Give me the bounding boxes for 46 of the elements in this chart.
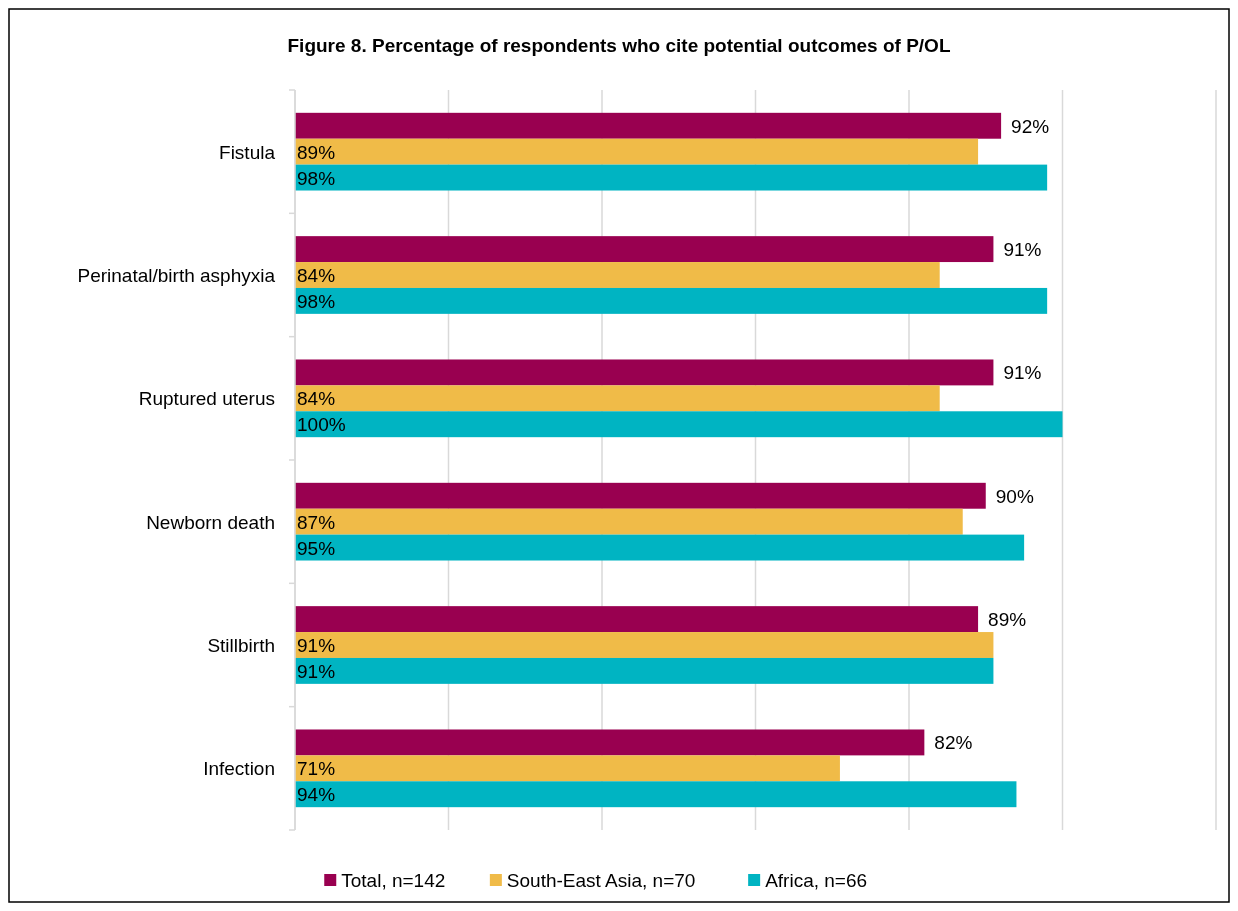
bar (295, 138, 979, 165)
bar (295, 385, 940, 412)
y-tick-label: Perinatal/birth asphyxia (77, 265, 276, 286)
data-label: 84% (297, 265, 336, 286)
data-label: 100% (297, 414, 346, 436)
legend-label: Total, n=142 (341, 870, 446, 891)
bar (295, 729, 925, 756)
legend-label: South-East Asia, n=70 (506, 870, 696, 891)
bar (295, 112, 1002, 139)
y-tick-label: Fistula (219, 141, 276, 163)
bar (295, 781, 1017, 808)
data-label: 82% (934, 732, 973, 754)
data-label: 98% (297, 290, 336, 312)
data-label: 91% (1003, 362, 1042, 384)
chart-title: Figure 8. Percentage of respondents who cite potential outcomes of P/OL (287, 35, 951, 56)
bar (295, 262, 940, 288)
data-label: 98% (297, 167, 336, 189)
data-label: 91% (297, 635, 336, 656)
y-tick-label: Stillbirth (207, 635, 275, 656)
legend-label: Africa, n=66 (765, 870, 868, 891)
bar (295, 287, 1048, 314)
bar (295, 411, 1063, 438)
bar (295, 359, 994, 386)
data-label: 71% (297, 758, 336, 780)
y-tick-label: Infection (203, 758, 275, 780)
data-label: 94% (297, 784, 336, 806)
data-label: 95% (297, 537, 336, 559)
y-tick-label: Ruptured uterus (138, 388, 275, 410)
bar (295, 657, 994, 684)
data-label: 84% (297, 388, 336, 410)
data-label: 87% (297, 511, 336, 533)
data-label: 89% (297, 141, 336, 163)
bar (295, 534, 1025, 561)
bar (295, 755, 840, 782)
bar (295, 164, 1048, 191)
data-label: 91% (1003, 239, 1042, 261)
bar (295, 632, 994, 658)
data-label: 91% (297, 660, 336, 682)
bar (295, 606, 979, 633)
data-label: 90% (995, 485, 1034, 507)
bar (295, 508, 963, 535)
data-label: 89% (988, 609, 1027, 631)
y-tick-label: Newborn death (146, 511, 275, 533)
bar (295, 482, 986, 509)
bar (295, 236, 994, 263)
data-label: 92% (1011, 115, 1050, 137)
